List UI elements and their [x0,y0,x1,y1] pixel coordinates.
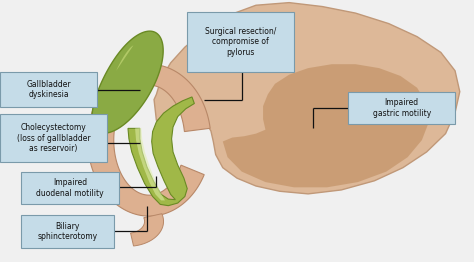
Polygon shape [154,3,460,194]
Text: Surgical resection/
compromise of
pylorus: Surgical resection/ compromise of pyloru… [205,27,276,57]
FancyBboxPatch shape [0,72,97,107]
FancyBboxPatch shape [0,114,107,162]
Text: Impaired
duodenal motility: Impaired duodenal motility [36,178,104,198]
Text: Impaired
gastric motility: Impaired gastric motility [373,98,431,118]
Polygon shape [88,64,210,216]
Polygon shape [92,31,163,133]
Polygon shape [130,214,164,246]
Text: Gallbladder
dyskinesia: Gallbladder dyskinesia [26,80,71,100]
Polygon shape [116,45,133,71]
Polygon shape [135,128,165,200]
FancyBboxPatch shape [187,12,294,72]
Text: Cholecystectomy
(loss of gallbladder
as reservoir): Cholecystectomy (loss of gallbladder as … [17,123,90,153]
Polygon shape [128,97,194,206]
FancyBboxPatch shape [21,172,118,204]
Text: Biliary
sphincterotomy: Biliary sphincterotomy [37,221,98,241]
FancyBboxPatch shape [21,215,114,248]
Polygon shape [223,64,429,187]
FancyBboxPatch shape [348,92,455,124]
